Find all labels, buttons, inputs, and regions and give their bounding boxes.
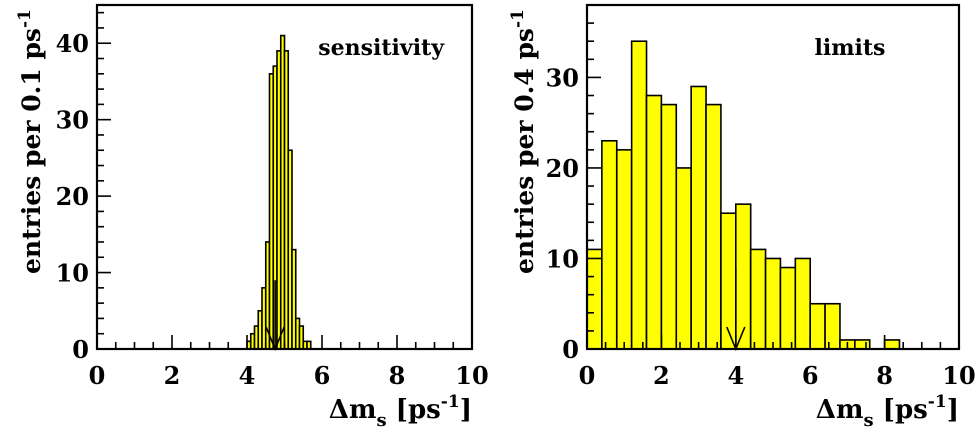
- limits-x-axis-label-main: Δm: [816, 395, 864, 425]
- limits-bar: [705, 103, 722, 350]
- limits-x-tick-label: 4: [727, 361, 744, 390]
- limits-bar: [854, 339, 871, 350]
- sensitivity-y-tick-label: 20: [56, 182, 89, 211]
- limits-bar: [809, 302, 826, 350]
- limits-y-tick-label: 0: [562, 335, 579, 364]
- limits-bar: [749, 248, 767, 350]
- sensitivity-x-axis-label: Δms [ps-1]: [329, 392, 472, 428]
- limits-y-tick-labels: 0 10 20 30: [546, 63, 579, 364]
- limits-marker-head: [726, 326, 746, 352]
- limits-bar: [883, 339, 901, 350]
- sensitivity-y-tick-label: 10: [56, 259, 89, 288]
- sensitivity-x-axis-label-sup: -1: [441, 392, 460, 412]
- limits-y-tick-label: 30: [546, 63, 579, 92]
- limits-x-axis-label-close: ]: [947, 395, 959, 425]
- limits-x-tick-label: 2: [653, 361, 670, 390]
- limits-y-axis-label-sup: -1: [508, 9, 528, 28]
- limits-bar: [660, 103, 678, 350]
- limits-y-tick-label: 10: [546, 244, 579, 273]
- sensitivity-y-tick-label: 40: [56, 29, 89, 58]
- limits-bar: [675, 167, 692, 350]
- limits-x-axis-label-sub: s: [863, 410, 873, 428]
- sensitivity-marker-head: [265, 326, 285, 352]
- sensitivity-x-tick-label: 2: [164, 361, 181, 390]
- sensitivity-bar: [306, 340, 312, 350]
- limits-histogram-bars: [586, 40, 901, 350]
- limits-bar: [601, 139, 618, 350]
- sensitivity-x-tick-label: 4: [239, 361, 256, 390]
- limits-bar: [794, 257, 812, 350]
- limits-marker-arrow: [726, 267, 746, 352]
- limits-title: limits: [815, 35, 886, 61]
- sensitivity-x-tick-label: 6: [314, 361, 331, 390]
- limits-bar: [779, 266, 797, 350]
- limits-y-axis-label-main: entries per 0.4 ps: [510, 28, 539, 274]
- limits-x-tick-label: 0: [579, 361, 596, 390]
- sensitivity-x-axis-label-unit: [ps: [387, 395, 441, 425]
- sensitivity-y-axis-label-main: entries per 0.1 ps: [17, 28, 46, 274]
- limits-y-tick-label: 20: [546, 154, 579, 183]
- sensitivity-x-tick-label: 10: [455, 361, 488, 390]
- limits-y-axis-label: entries per 0.4 ps-1: [508, 9, 539, 274]
- limits-bar: [645, 94, 663, 350]
- limits-bar: [690, 85, 707, 350]
- limits-x-axis-label-unit: [ps: [874, 395, 928, 425]
- limits-bar: [720, 212, 737, 350]
- limits-panel: 0 2 4 6 8 10 0 10 20 30 limits entries per 0.4 p…: [508, 3, 976, 428]
- limits-x-axis-label-sup: -1: [928, 392, 947, 412]
- sensitivity-y-tick-labels: 0 10 20 30 40: [56, 29, 89, 364]
- sensitivity-plot-frame: [95, 3, 474, 351]
- limits-bar: [586, 248, 603, 350]
- sensitivity-x-tick-labels: 0 2 4 6 8 10: [89, 361, 489, 390]
- sensitivity-x-axis-label-close: ]: [460, 395, 472, 425]
- sensitivity-x-axis-label-main: Δm: [329, 395, 377, 425]
- limits-plot-frame: [585, 3, 961, 351]
- limits-x-axis-label: Δms [ps-1]: [816, 392, 959, 428]
- limits-x-tick-label: 10: [942, 361, 975, 390]
- limits-bar: [734, 203, 752, 350]
- sensitivity-x-tick-label: 0: [89, 361, 106, 390]
- sensitivity-x-axis-label-sub: s: [376, 410, 386, 428]
- sensitivity-y-axis-label-sup: -1: [15, 9, 35, 28]
- sensitivity-title: sensitivity: [318, 35, 445, 61]
- limits-bar: [764, 257, 782, 350]
- sensitivity-panel: 0 2 4 6 8 10 0 10 20 30 40 sensitivity entries pe…: [15, 3, 489, 428]
- limits-x-tick-label: 8: [876, 361, 893, 390]
- limits-x-tick-labels: 0 2 4 6 8 10: [579, 361, 976, 390]
- limits-bar: [630, 40, 648, 350]
- sensitivity-histogram-bars: [246, 34, 312, 350]
- limits-bar: [615, 149, 633, 350]
- sensitivity-marker-arrow: [265, 280, 285, 352]
- sensitivity-y-axis-label: entries per 0.1 ps-1: [15, 9, 46, 274]
- sensitivity-x-tick-label: 8: [389, 361, 406, 390]
- limits-bar: [824, 302, 841, 350]
- limits-x-tick-label: 6: [802, 361, 819, 390]
- sensitivity-y-tick-label: 0: [72, 335, 89, 364]
- sensitivity-y-tick-label: 30: [56, 106, 89, 135]
